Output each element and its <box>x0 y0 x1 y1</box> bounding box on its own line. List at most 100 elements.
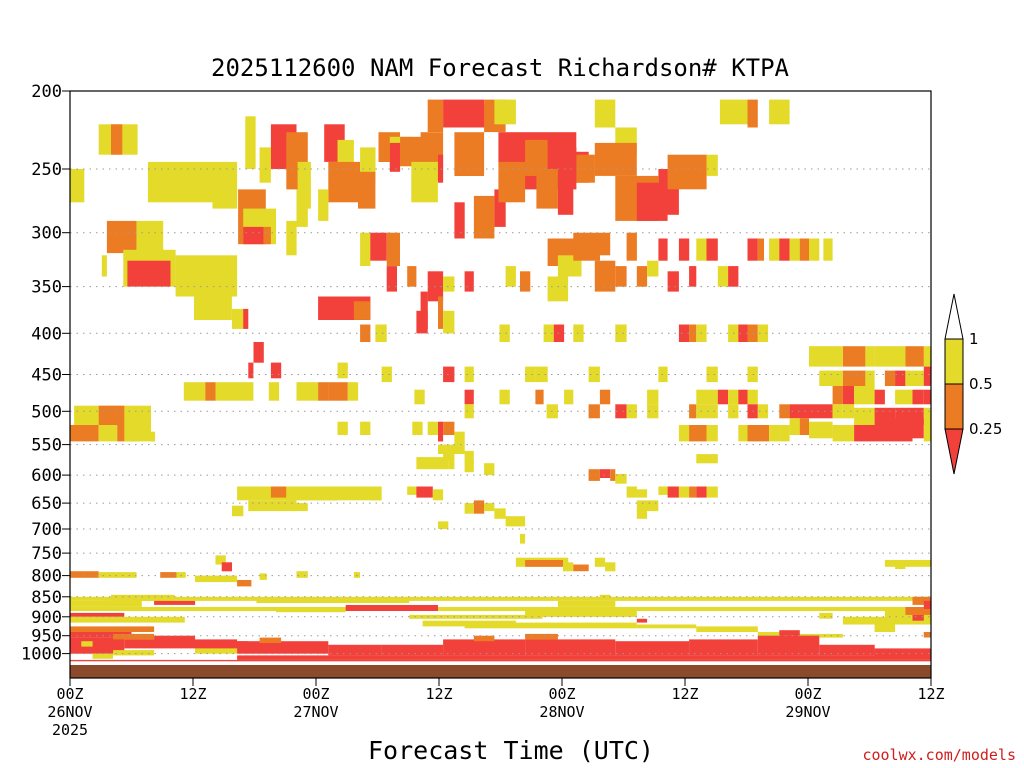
ri-cell <box>895 389 913 405</box>
ri-cell <box>923 632 931 638</box>
ri-cell <box>923 366 931 386</box>
x-tick-label: 26NOV <box>47 703 92 721</box>
ri-cell <box>667 154 707 190</box>
y-tick-label: 250 <box>31 160 62 180</box>
ri-cell <box>70 596 931 601</box>
ri-cell <box>809 346 843 367</box>
ri-cell <box>70 169 85 203</box>
ri-cell <box>757 632 790 638</box>
ri-cell <box>263 226 271 245</box>
ri-cell <box>874 389 885 405</box>
ri-cell <box>626 232 637 261</box>
heatmap-cells <box>70 99 932 662</box>
ri-cell <box>912 614 924 621</box>
ri-cell <box>905 607 931 615</box>
ri-cell <box>443 276 455 292</box>
ri-cell <box>499 389 510 405</box>
ri-cell <box>557 175 574 215</box>
ri-cell <box>520 271 531 292</box>
ri-cell <box>420 291 428 329</box>
ri-cell <box>98 405 125 426</box>
ri-cell <box>464 389 474 405</box>
ri-cell <box>599 469 611 478</box>
pressure-gridlines <box>70 168 931 655</box>
ri-cell <box>912 389 924 405</box>
colorbar-arrow-top <box>944 293 964 340</box>
ri-cell <box>874 624 896 632</box>
y-tick-label: 800 <box>31 567 62 587</box>
ri-cell <box>865 346 875 367</box>
ri-cell <box>347 382 359 401</box>
ri-cell <box>259 637 282 643</box>
ri-cell <box>412 421 423 435</box>
colorbar: 1 0.5 0.25 <box>944 293 1002 475</box>
ri-cell <box>599 389 611 405</box>
ri-cell <box>205 382 216 401</box>
ri-cell <box>647 260 659 277</box>
ri-cell <box>769 99 790 125</box>
ri-cell <box>809 421 833 439</box>
ri-cell <box>923 389 931 405</box>
ri-cell <box>438 521 449 529</box>
ri-cell <box>454 132 485 176</box>
ri-cell <box>696 454 718 464</box>
y-tick-label: 700 <box>31 520 62 540</box>
ri-cell <box>819 612 833 619</box>
ri-cell <box>696 486 707 498</box>
ri-cell <box>895 370 906 386</box>
colorbar-arrow-bottom <box>944 428 964 475</box>
ri-cell <box>92 653 113 659</box>
ri-cell <box>296 571 308 578</box>
ri-cell <box>576 154 595 183</box>
x-tick-label: 28NOV <box>539 703 584 721</box>
ri-cell <box>779 404 790 419</box>
ri-cell <box>757 404 769 419</box>
colorbar-segment <box>944 338 964 385</box>
ri-cell <box>328 644 382 656</box>
ri-cell <box>923 425 931 442</box>
ri-cell <box>842 404 855 419</box>
ri-cell <box>658 238 668 261</box>
ri-cell <box>124 425 151 442</box>
y-tick-label: 350 <box>31 278 62 298</box>
ri-cell <box>464 271 474 292</box>
ri-cell <box>111 124 123 155</box>
ri-cell <box>738 425 748 442</box>
ri-cell <box>626 404 637 419</box>
ri-cell <box>360 232 371 266</box>
ri-cell <box>318 382 329 401</box>
ri-cell <box>905 370 924 386</box>
colorbar-label: 0.25 <box>969 420 1002 438</box>
ri-cell <box>599 232 611 256</box>
ri-cell <box>70 612 125 617</box>
ri-cell <box>353 572 360 578</box>
ri-cell <box>588 469 600 481</box>
y-tick-label: 600 <box>31 466 62 486</box>
ri-cell <box>360 324 371 342</box>
y-tick-label: 200 <box>31 82 62 102</box>
ri-cell <box>464 460 474 473</box>
ri-cell <box>895 418 924 439</box>
ri-cell <box>70 425 99 442</box>
ri-cell <box>237 580 252 587</box>
x-tick-label: 29NOV <box>785 703 830 721</box>
ri-cell <box>923 600 931 609</box>
ri-cell <box>594 260 616 292</box>
ri-cell <box>253 342 264 363</box>
ri-cell <box>605 562 616 572</box>
ri-cell <box>484 503 495 512</box>
ri-cell <box>381 644 444 656</box>
ri-cell <box>111 594 175 601</box>
ri-cell <box>505 266 516 287</box>
ri-cell <box>409 614 543 619</box>
ri-cell <box>473 635 495 642</box>
ri-cell <box>499 324 510 342</box>
ri-cell <box>416 457 449 470</box>
colorbar-label: 1 <box>969 330 979 348</box>
ri-cell <box>237 641 329 654</box>
ri-cell <box>416 486 433 498</box>
ri-cell <box>599 594 611 599</box>
x-tick-label: 00Z <box>794 685 821 703</box>
ri-cell <box>432 489 444 501</box>
